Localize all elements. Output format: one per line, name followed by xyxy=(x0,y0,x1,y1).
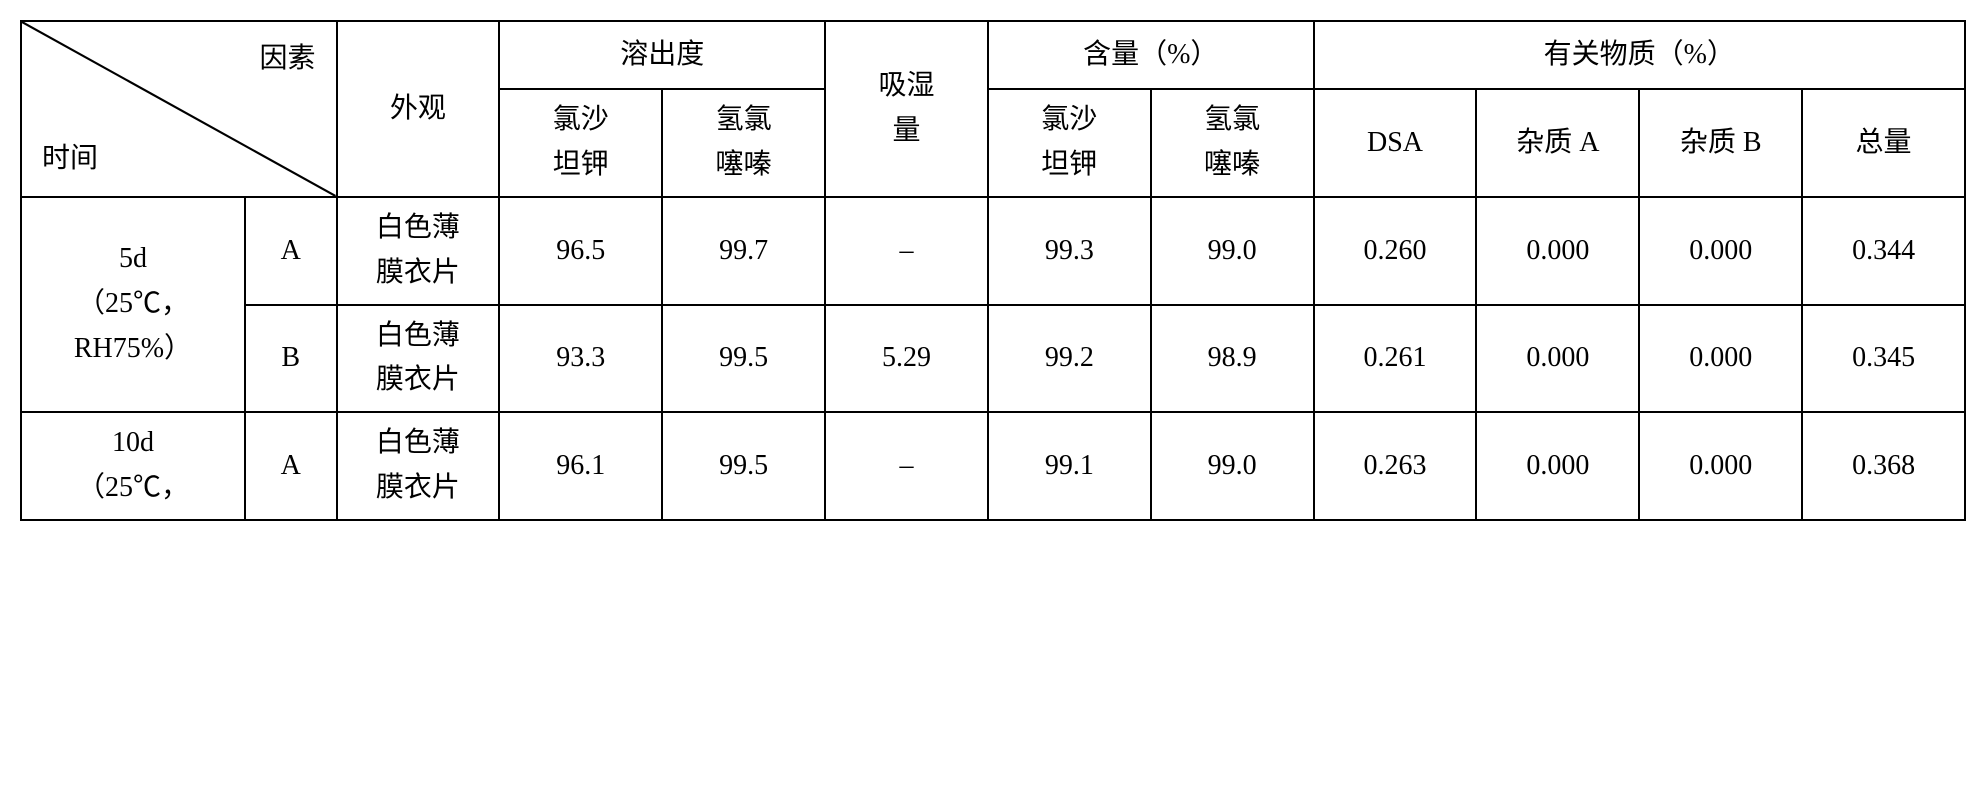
cell-value: 0.344 xyxy=(1802,197,1965,305)
header-content-sub1: 氯沙坦钾 xyxy=(988,89,1151,197)
table-row: B 白色薄膜衣片 93.3 99.5 5.29 99.2 98.9 0.261 … xyxy=(21,305,1965,413)
cell-value: 0.261 xyxy=(1314,305,1477,413)
cell-value: 0.260 xyxy=(1314,197,1477,305)
cell-condition: B xyxy=(245,305,337,413)
cell-value: 0.000 xyxy=(1476,197,1639,305)
cell-value: 0.000 xyxy=(1639,197,1802,305)
header-moisture: 吸湿量 xyxy=(825,21,988,197)
cell-appearance: 白色薄膜衣片 xyxy=(337,412,500,520)
cell-condition: A xyxy=(245,197,337,305)
cell-value: 99.7 xyxy=(662,197,825,305)
header-time-label: 时间 xyxy=(42,134,98,184)
cell-value: 99.3 xyxy=(988,197,1151,305)
cell-value: – xyxy=(825,197,988,305)
cell-value: 0.000 xyxy=(1476,412,1639,520)
header-dissolution-sub1: 氯沙坦钾 xyxy=(499,89,662,197)
cell-value: 98.9 xyxy=(1151,305,1314,413)
header-related-sub4: 总量 xyxy=(1802,89,1965,197)
cell-value: 0.000 xyxy=(1476,305,1639,413)
cell-value: 0.000 xyxy=(1639,305,1802,413)
header-dissolution-sub2: 氢氯噻嗪 xyxy=(662,89,825,197)
header-row-1: 因素 时间 外观 溶出度 吸湿量 含量（%） 有关物质（%） xyxy=(21,21,1965,89)
cell-value: 96.1 xyxy=(499,412,662,520)
header-related-sub1: DSA xyxy=(1314,89,1477,197)
cell-value: 99.5 xyxy=(662,305,825,413)
header-dissolution: 溶出度 xyxy=(499,21,825,89)
cell-value: 5.29 xyxy=(825,305,988,413)
header-content-sub2: 氢氯噻嗪 xyxy=(1151,89,1314,197)
cell-condition: A xyxy=(245,412,337,520)
table-row: 10d（25℃， A 白色薄膜衣片 96.1 99.5 – 99.1 99.0 … xyxy=(21,412,1965,520)
header-related-sub3: 杂质 B xyxy=(1639,89,1802,197)
cell-value: 99.1 xyxy=(988,412,1151,520)
cell-time-10d: 10d（25℃， xyxy=(21,412,245,520)
cell-appearance: 白色薄膜衣片 xyxy=(337,305,500,413)
cell-value: 0.000 xyxy=(1639,412,1802,520)
cell-appearance: 白色薄膜衣片 xyxy=(337,197,500,305)
table-row: 5d（25℃，RH75%） A 白色薄膜衣片 96.5 99.7 – 99.3 … xyxy=(21,197,1965,305)
cell-time-5d: 5d（25℃，RH75%） xyxy=(21,197,245,412)
header-factor-label: 因素 xyxy=(259,34,315,84)
cell-value: 0.263 xyxy=(1314,412,1477,520)
cell-value: 99.0 xyxy=(1151,412,1314,520)
cell-value: 96.5 xyxy=(499,197,662,305)
header-related: 有关物质（%） xyxy=(1314,21,1965,89)
cell-value: 99.5 xyxy=(662,412,825,520)
diagonal-header-cell: 因素 时间 xyxy=(21,21,337,197)
cell-value: 99.2 xyxy=(988,305,1151,413)
stability-data-table: 因素 时间 外观 溶出度 吸湿量 含量（%） 有关物质（%） 氯沙坦钾 氢氯噻嗪… xyxy=(20,20,1966,521)
cell-value: 0.345 xyxy=(1802,305,1965,413)
header-related-sub2: 杂质 A xyxy=(1476,89,1639,197)
header-content: 含量（%） xyxy=(988,21,1314,89)
cell-value: 0.368 xyxy=(1802,412,1965,520)
cell-value: 93.3 xyxy=(499,305,662,413)
cell-value: 99.0 xyxy=(1151,197,1314,305)
cell-value: – xyxy=(825,412,988,520)
header-appearance: 外观 xyxy=(337,21,500,197)
